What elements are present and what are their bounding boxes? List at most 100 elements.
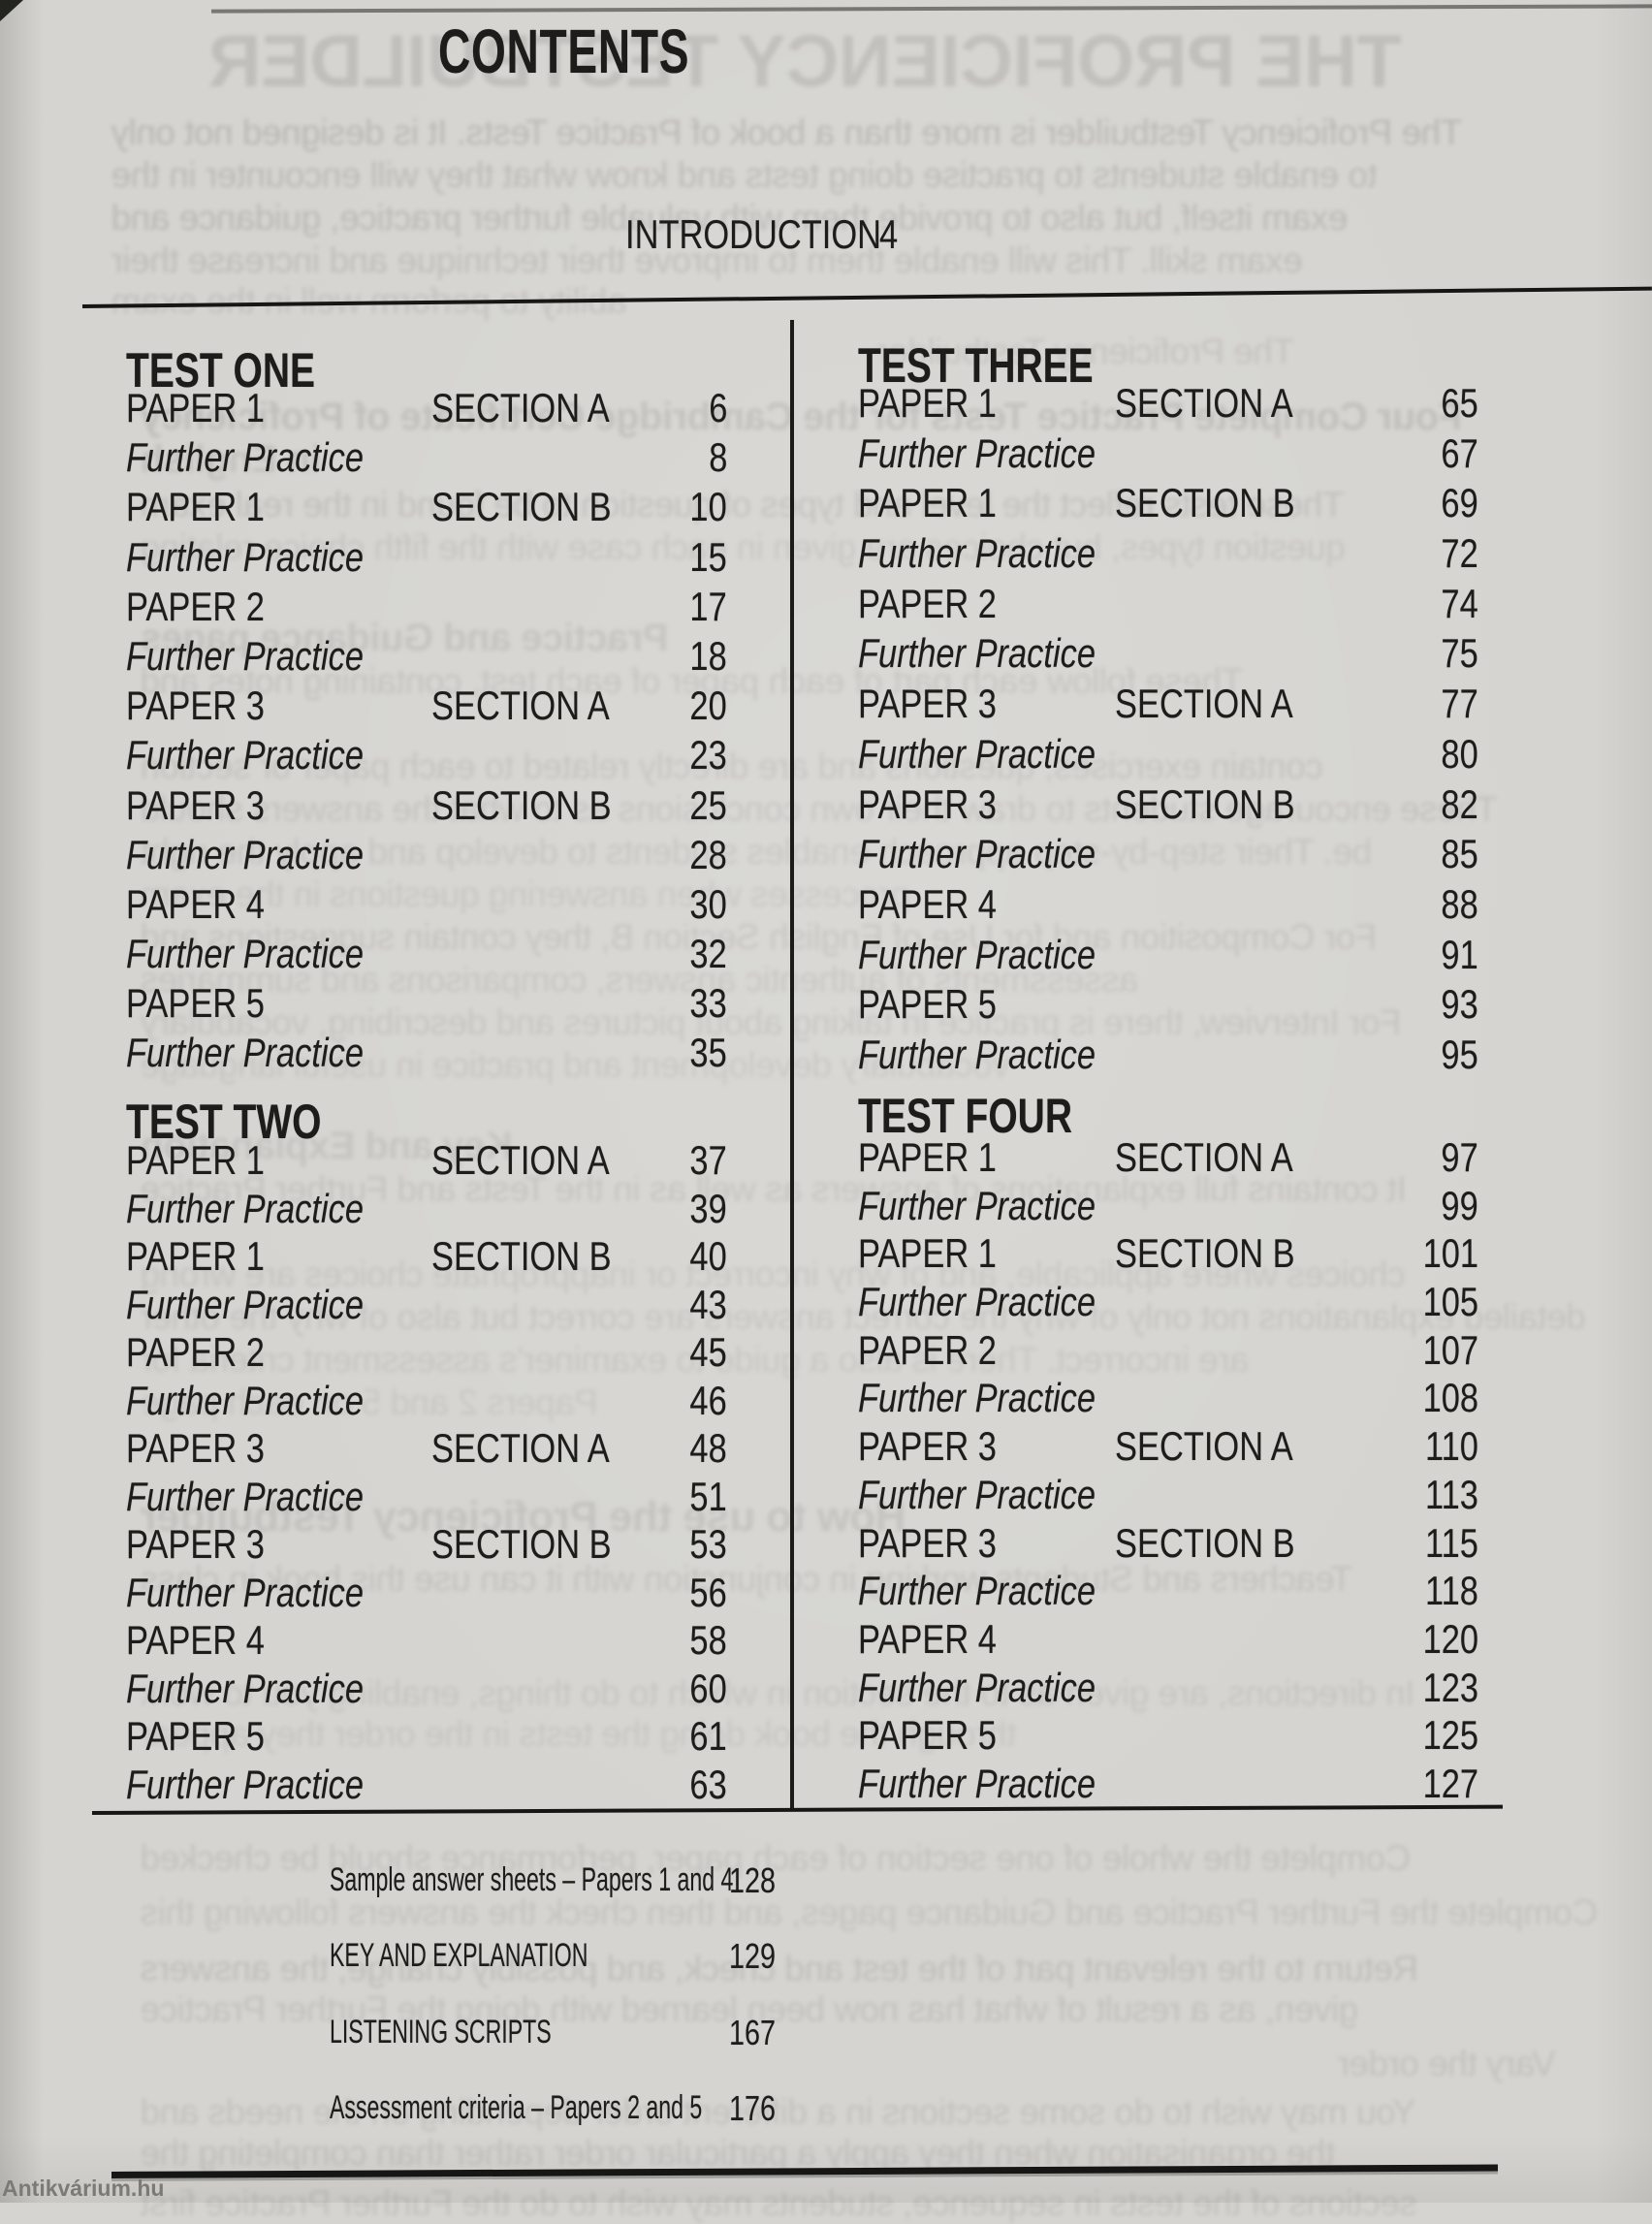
toc-entry-page-number: 82 [1441,780,1478,827]
toc-row-further-practice: Further Practice 43 [126,1284,727,1333]
toc-row-further-practice: Further Practice 39 [126,1185,727,1237]
toc-entry-section: SECTION B [1115,780,1295,827]
toc-rows: PAPER 1 SECTION A 97 Further Practice 99 PAPE… [858,1137,1478,1812]
toc-row-further-practice: Further Practice 23 [126,735,727,784]
toc-entry-label: Further Practice [858,931,1096,977]
toc-entry-label: PAPER 1 [126,385,265,430]
toc-entry-label: Further Practice [126,434,364,481]
toc-entry-label: PAPER 3 [126,683,265,729]
toc-row-paper: PAPER 3 SECTION A 20 [126,685,727,735]
toc-entry-page-number: 23 [689,732,727,778]
back-matter-page-number: 128 [728,1860,776,1900]
toc-entry-page-number: 18 [689,632,727,679]
toc-entry-page-number: 77 [1441,681,1478,727]
toc-entry-label: Further Practice [858,1568,1096,1614]
toc-entry-section: SECTION B [1115,480,1295,526]
toc-entry-section: SECTION A [431,385,610,430]
toc-entry-page-number: 93 [1441,981,1478,1028]
toc-entry-page-number: 72 [1441,530,1478,577]
toc-entry-label: PAPER 1 [858,480,997,526]
toc-entry-page-number: 37 [689,1137,727,1183]
toc-entry-label: PAPER 2 [126,583,265,629]
toc-entry-section: SECTION B [431,781,612,828]
toc-entry-label: PAPER 3 [858,1519,997,1566]
toc-entry-page-number: 53 [689,1521,727,1567]
toc-entry-label: Further Practice [858,1760,1096,1806]
toc-entry-page-number: 69 [1441,480,1478,526]
toc-entry-page-number: 105 [1422,1279,1478,1325]
toc-entry-label: Further Practice [126,1569,364,1615]
toc-entry-page-number: 63 [689,1761,727,1807]
toc-row-paper: PAPER 2 107 [858,1329,1478,1379]
toc-row-further-practice: Further Practice 108 [858,1378,1478,1426]
toc-rows: PAPER 1 SECTION A 6 Further Practice 8 PAPER … [126,388,727,1083]
toc-row-further-practice: Further Practice 118 [858,1571,1478,1619]
toc-entry-page-number: 39 [689,1185,727,1231]
toc-row-further-practice: Further Practice 91 [858,931,1478,985]
toc-row-paper: PAPER 4 30 [126,880,727,934]
introduction-label: INTRODUCTION [625,211,882,257]
toc-rows: PAPER 1 SECTION A 65 Further Practice 67 PAPE… [858,383,1478,1085]
toc-row-paper: PAPER 1 SECTION B 101 [858,1233,1478,1282]
toc-entry-page-number: 8 [708,434,727,481]
toc-row-further-practice: Further Practice 67 [858,429,1478,484]
toc-entry-page-number: 88 [1441,880,1478,927]
toc-row-further-practice: Further Practice 75 [858,633,1478,683]
toc-entry-page-number: 97 [1441,1134,1478,1180]
toc-entry-page-number: 99 [1441,1182,1478,1228]
back-matter-label: Assessment criteria – Papers 2 and 5 [330,2088,703,2126]
back-matter-label: Sample answer sheets – Papers 1 and 4 [330,1861,734,1898]
toc-entry-label: Further Practice [858,429,1096,476]
toc-row-paper: PAPER 3 SECTION B 53 [126,1524,727,1573]
toc-row-paper: PAPER 5 125 [858,1715,1478,1763]
toc-row-further-practice: Further Practice 8 [126,437,727,487]
toc-entry-page-number: 56 [689,1569,727,1615]
toc-entry-label: PAPER 1 [858,1230,997,1277]
back-matter-page-number: 167 [728,2012,776,2052]
toc-entry-section: SECTION B [1115,1519,1295,1566]
toc-entry-label: PAPER 4 [126,880,265,927]
toc-entry-label: Further Practice [858,831,1096,877]
toc-entry-page-number: 74 [1441,580,1478,626]
toc-row-further-practice: Further Practice 15 [126,533,727,587]
toc-row-paper: PAPER 1 SECTION A 65 [858,383,1478,433]
toc-entry-section: SECTION A [431,683,610,729]
toc-entry-page-number: 45 [689,1329,727,1375]
toc-entry-label: Further Practice [126,533,364,580]
back-matter-label: LISTENING SCRIPTS [330,2013,552,2050]
toc-row-further-practice: Further Practice 85 [858,834,1478,884]
toc-row-further-practice: Further Practice 18 [126,632,727,685]
toc-entry-label: PAPER 5 [126,1713,265,1759]
toc-entry-label: Further Practice [858,1031,1096,1077]
toc-row-paper: PAPER 1 SECTION B 69 [858,483,1478,533]
toc-entry-page-number: 123 [1422,1664,1478,1710]
toc-entry-label: PAPER 1 [858,1134,997,1180]
toc-entry-label: PAPER 1 [126,484,265,530]
introduction-entry: INTRODUCTION 4 [625,211,937,257]
back-matter-page-number: 176 [728,2087,776,2128]
toc-entry-page-number: 35 [689,1030,727,1076]
toc-entry-section: SECTION A [1115,681,1293,727]
toc-entry-page-number: 115 [1425,1519,1478,1566]
toc-entry-section: SECTION A [1115,1134,1293,1180]
toc-entry-label: Further Practice [126,1030,364,1076]
toc-row-further-practice: Further Practice 32 [126,934,727,983]
toc-row-paper: PAPER 3 SECTION A 48 [126,1428,727,1477]
bleedthrough-line: Complete the Further Practice and Guidan… [141,1892,1599,1932]
toc-entry-label: PAPER 4 [858,1615,997,1662]
watermark-text: Antikvárium.hu [2,2176,165,2201]
back-matter-row: KEY AND EXPLANATION 129 [330,1939,776,1974]
scan-corner-artifact [0,0,23,21]
toc-row-further-practice: Further Practice 123 [858,1664,1478,1716]
top-rule [81,286,1652,308]
column-divider-rule [790,320,794,1811]
toc-entry-label: PAPER 1 [858,380,997,426]
toc-entry-label: PAPER 3 [858,681,997,727]
toc-row-further-practice: Further Practice 51 [126,1476,727,1525]
test-one-block: TEST ONE PAPER 1 SECTION A 6 Further Practi… [126,342,727,1079]
toc-row-further-practice: Further Practice 60 [126,1668,727,1717]
toc-entry-label: Further Practice [858,530,1096,577]
test-section-title: TEST THREE [858,338,1094,393]
toc-row-paper: PAPER 5 93 [858,984,1478,1034]
bleedthrough-line: Vary the order [1338,2044,1556,2083]
